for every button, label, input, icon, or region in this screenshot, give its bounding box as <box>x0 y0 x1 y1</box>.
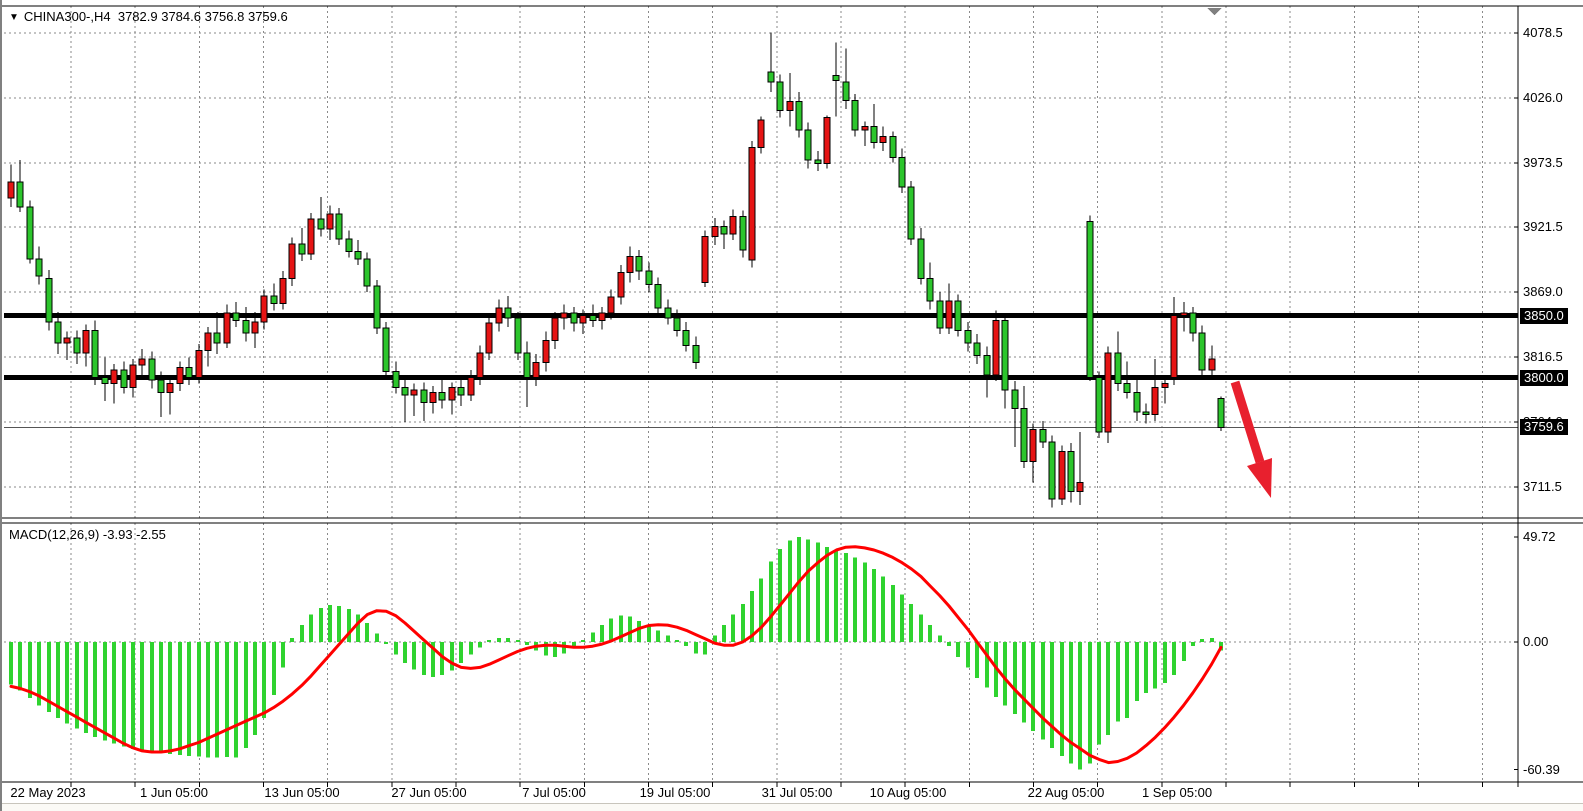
macd-tick-label: 49.72 <box>1523 529 1556 544</box>
macd-indicator-label: MACD(12,26,9) -3.93 -2.55 <box>9 527 166 542</box>
date-label: 1 Jun 05:00 <box>140 785 208 800</box>
price-badge: 3800.0 <box>1520 370 1568 386</box>
date-label: 31 Jul 05:00 <box>761 785 833 800</box>
date-label: 1 Sep 05:00 <box>1141 785 1213 800</box>
price-tick-label: 3869.0 <box>1523 284 1563 299</box>
symbol-title: ▼ CHINA300-,H4 3782.9 3784.6 3756.8 3759.… <box>9 9 288 24</box>
price-tick-label: 3921.5 <box>1523 219 1563 234</box>
symbol-timeframe: CHINA300-,H4 <box>23 9 111 24</box>
date-label: 22 Aug 05:00 <box>1027 785 1105 800</box>
price-tick-label: 3816.5 <box>1523 349 1563 364</box>
date-label: 27 Jun 05:00 <box>391 785 467 800</box>
date-label: 10 Aug 05:00 <box>869 785 947 800</box>
dropdown-triangle-icon[interactable]: ▼ <box>9 12 19 23</box>
price-badge: 3759.6 <box>1520 419 1568 435</box>
bottom-scroll-strip[interactable] <box>2 803 1583 811</box>
date-label: 7 Jul 05:00 <box>522 785 586 800</box>
date-label: 13 Jun 05:00 <box>264 785 340 800</box>
down-arrow-annotation[interactable] <box>1247 458 1272 498</box>
ohlc-readout: 3782.9 3784.6 3756.8 3759.6 <box>117 9 288 24</box>
price-tick-label: 4026.0 <box>1523 90 1563 105</box>
date-label: 22 May 2023 <box>10 785 86 800</box>
macd-tick-label: 0.00 <box>1523 634 1549 649</box>
macd-tick-label: -60.39 <box>1523 762 1560 777</box>
chart-shift-marker-icon[interactable] <box>1207 8 1222 15</box>
price-badge: 3850.0 <box>1520 308 1568 324</box>
date-label: 19 Jul 05:00 <box>639 785 711 800</box>
price-tick-label: 4078.5 <box>1523 25 1563 40</box>
price-tick-label: 3711.5 <box>1523 479 1562 494</box>
price-tick-label: 3973.5 <box>1523 155 1563 170</box>
